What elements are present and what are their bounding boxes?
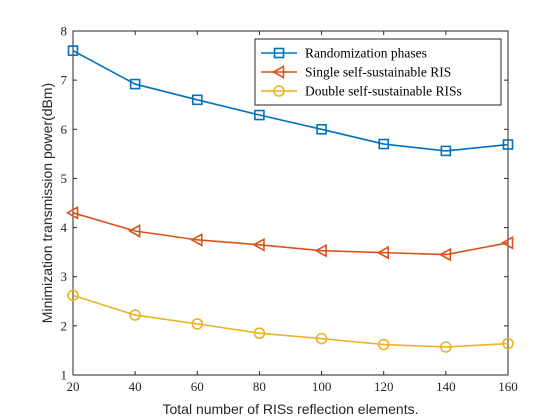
y-tick-label: 4	[61, 220, 68, 235]
y-tick-label: 3	[61, 269, 68, 284]
x-tick-label: 20	[67, 379, 80, 394]
legend-marker-double-self-sustainable-riss	[273, 85, 285, 97]
legend-label-double-self-sustainable-riss: Double self-sustainable RISs	[305, 84, 462, 99]
data-point-single-self-sustainable-ris	[438, 247, 452, 262]
data-point-randomization-phases	[502, 139, 514, 150]
x-tick-label: 60	[191, 379, 204, 394]
series-line-single-self-sustainable-ris	[72, 212, 509, 256]
data-point-double-self-sustainable-riss	[253, 327, 266, 340]
x-axis-label: Total number of RISs reflection elements…	[162, 401, 418, 417]
legend-label-single-self-sustainable-ris: Single self-sustainable RIS	[305, 65, 451, 80]
x-tick-label: 40	[129, 379, 142, 394]
data-point-double-self-sustainable-riss	[502, 337, 514, 350]
data-point-single-self-sustainable-ris	[376, 245, 390, 260]
series-randomization-phases	[67, 45, 514, 157]
y-tick-label: 2	[61, 318, 68, 333]
data-point-single-self-sustainable-ris	[65, 205, 79, 220]
data-point-single-self-sustainable-ris	[127, 224, 141, 238]
y-axis-label: Minimization transmission power(dBm)	[39, 83, 55, 323]
x-tick-label: 100	[312, 379, 332, 394]
series-single-self-sustainable-ris	[65, 205, 514, 262]
y-tick-label: 6	[61, 122, 68, 137]
data-point-single-self-sustainable-ris	[314, 243, 327, 258]
data-point-randomization-phases	[378, 138, 390, 150]
data-point-randomization-phases	[440, 145, 452, 157]
data-point-double-self-sustainable-riss	[129, 309, 141, 321]
data-point-randomization-phases	[191, 94, 203, 106]
data-point-double-self-sustainable-riss	[67, 289, 79, 302]
data-point-randomization-phases	[254, 109, 265, 121]
data-point-randomization-phases	[67, 45, 79, 56]
series-line-randomization-phases	[72, 49, 509, 152]
legend-marker-randomization-phases	[273, 47, 285, 59]
data-point-double-self-sustainable-riss	[315, 332, 328, 345]
data-point-double-self-sustainable-riss	[440, 341, 452, 353]
data-point-randomization-phases	[129, 78, 141, 90]
data-point-single-self-sustainable-ris	[190, 233, 203, 247]
series-layer	[65, 45, 514, 353]
x-tick-label: 120	[374, 379, 394, 394]
legend-label-randomization-phases: Randomization phases	[305, 46, 427, 61]
legend: Randomization phases Single self-sustaina…	[254, 38, 502, 106]
axis-ticks: 20 40 60 80 100 120 140 160 1 2 3 4 5 6 7 8	[61, 24, 518, 395]
data-point-single-self-sustainable-ris	[500, 235, 514, 250]
y-tick-label: 8	[61, 24, 68, 39]
data-point-double-self-sustainable-riss	[377, 338, 390, 351]
x-tick-label: 160	[498, 379, 518, 394]
x-tick-label: 140	[436, 379, 456, 394]
y-tick-label: 7	[61, 73, 68, 88]
y-tick-label: 5	[61, 171, 68, 186]
series-line-double-self-sustainable-riss	[72, 294, 509, 348]
data-point-double-self-sustainable-riss	[191, 318, 204, 330]
y-tick-label: 1	[61, 368, 68, 383]
data-point-randomization-phases	[316, 123, 327, 135]
data-point-single-self-sustainable-ris	[252, 237, 265, 252]
series-double-self-sustainable-riss	[67, 289, 514, 353]
x-tick-label: 80	[253, 379, 266, 394]
legend-marker-single-self-sustainable-ris	[271, 65, 285, 79]
